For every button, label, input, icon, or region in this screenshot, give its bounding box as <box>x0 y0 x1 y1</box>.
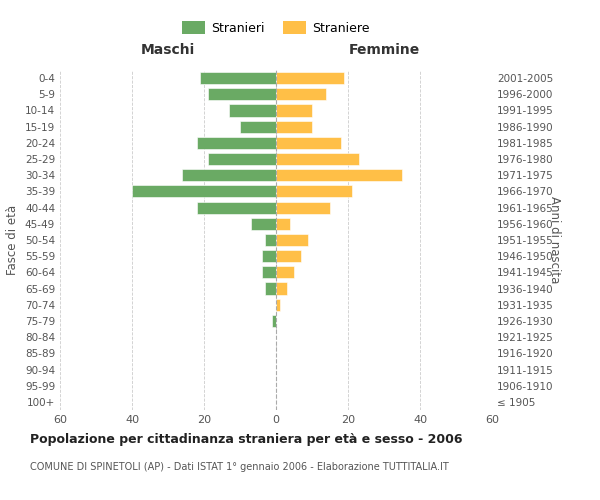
Bar <box>200 72 276 84</box>
Text: Maschi: Maschi <box>141 43 195 57</box>
Bar <box>276 153 359 165</box>
Bar <box>276 250 301 262</box>
Bar <box>276 169 402 181</box>
Bar <box>265 282 276 294</box>
Legend: Stranieri, Straniere: Stranieri, Straniere <box>178 16 374 40</box>
Bar <box>276 186 352 198</box>
Bar <box>229 104 276 117</box>
Bar <box>276 218 290 230</box>
Bar <box>251 218 276 230</box>
Bar <box>276 137 341 149</box>
Bar <box>276 120 312 132</box>
Bar <box>276 298 280 311</box>
Bar <box>276 202 330 213</box>
Bar <box>276 234 308 246</box>
Bar <box>276 72 344 84</box>
Bar <box>272 315 276 327</box>
Text: Femmine: Femmine <box>349 43 419 57</box>
Bar <box>197 137 276 149</box>
Y-axis label: Anni di nascita: Anni di nascita <box>548 196 560 284</box>
Bar <box>208 153 276 165</box>
Bar <box>182 169 276 181</box>
Text: Popolazione per cittadinanza straniera per età e sesso - 2006: Popolazione per cittadinanza straniera p… <box>30 432 463 446</box>
Y-axis label: Fasce di età: Fasce di età <box>7 205 19 275</box>
Bar <box>262 266 276 278</box>
Bar <box>208 88 276 101</box>
Bar <box>197 202 276 213</box>
Bar <box>262 250 276 262</box>
Text: COMUNE DI SPINETOLI (AP) - Dati ISTAT 1° gennaio 2006 - Elaborazione TUTTITALIA.: COMUNE DI SPINETOLI (AP) - Dati ISTAT 1°… <box>30 462 449 472</box>
Bar <box>276 104 312 117</box>
Bar <box>132 186 276 198</box>
Bar <box>276 88 326 101</box>
Bar <box>265 234 276 246</box>
Bar <box>276 282 287 294</box>
Bar <box>276 266 294 278</box>
Bar <box>240 120 276 132</box>
